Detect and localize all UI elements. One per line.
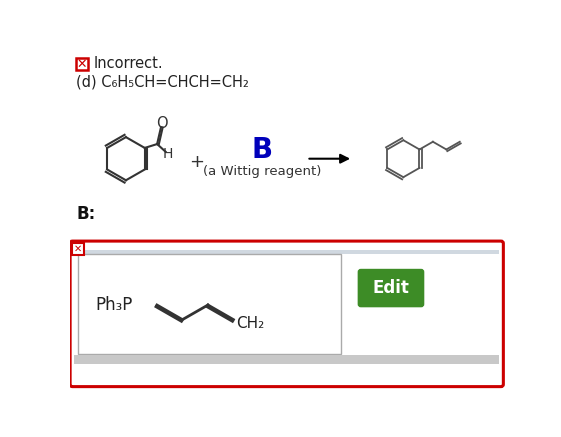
FancyBboxPatch shape xyxy=(358,269,424,307)
Text: (a Wittig reagent): (a Wittig reagent) xyxy=(203,165,321,178)
Text: Incorrect.: Incorrect. xyxy=(93,56,163,72)
Text: ✕: ✕ xyxy=(76,58,87,70)
Text: ✕: ✕ xyxy=(74,244,82,254)
Bar xyxy=(74,355,499,364)
Bar xyxy=(74,250,499,254)
Text: +: + xyxy=(189,153,204,171)
Text: H: H xyxy=(163,147,173,161)
Text: B:: B: xyxy=(76,205,95,223)
Text: (d) C₆H₅CH=CHCH=CH₂: (d) C₆H₅CH=CHCH=CH₂ xyxy=(76,74,249,89)
FancyBboxPatch shape xyxy=(72,243,84,255)
FancyBboxPatch shape xyxy=(76,58,88,70)
Text: O: O xyxy=(156,116,168,131)
Text: Ph₃P: Ph₃P xyxy=(95,296,132,314)
FancyBboxPatch shape xyxy=(70,241,503,387)
FancyBboxPatch shape xyxy=(78,254,342,354)
Text: CH₂: CH₂ xyxy=(236,316,264,331)
Text: B: B xyxy=(252,136,273,164)
Text: Edit: Edit xyxy=(373,279,410,297)
